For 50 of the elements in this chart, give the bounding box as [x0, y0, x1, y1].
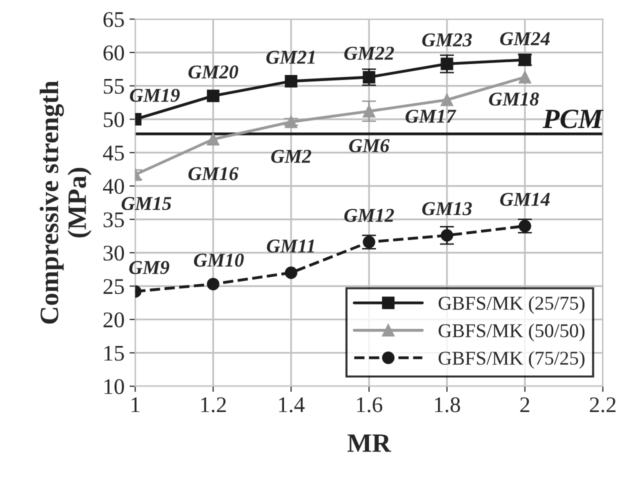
y-tick-label: 60	[104, 45, 124, 60]
y-tick-label: 25	[104, 279, 124, 294]
annotation: GM2	[271, 150, 312, 163]
point	[284, 266, 298, 280]
legend-label: GBFS/MK (75/25)	[438, 351, 584, 369]
annotation: GM9	[129, 261, 170, 274]
annotation: GM18	[489, 92, 539, 106]
annotation: GM11	[266, 240, 314, 253]
y-tick-label: 65	[104, 12, 124, 28]
x-axis-title: MR	[347, 434, 392, 452]
y-tick-label: 45	[103, 146, 124, 161]
x-tick-label: 1.6	[357, 397, 382, 412]
ref-line-label: PCM	[542, 110, 604, 128]
x-tick-label: 2.2	[590, 397, 616, 412]
x-tick-label: 1.2	[201, 397, 226, 412]
point	[206, 133, 220, 146]
point	[440, 94, 454, 106]
annotation: GM12	[344, 208, 394, 222]
x-tick-label: 1	[132, 397, 140, 412]
annotation: GM17	[406, 110, 456, 123]
annotation: GM6	[349, 139, 390, 152]
annotation: GM15	[122, 196, 172, 210]
y-tick-label: 20	[104, 312, 124, 328]
annotation: GM23	[422, 33, 472, 46]
x-tick-label: 1.4	[279, 397, 305, 412]
y-axis-title: Compressive strength (MPa)	[40, 80, 92, 324]
annotation: GM19	[130, 88, 180, 102]
point	[206, 278, 220, 290]
annotation: GM21	[266, 50, 315, 64]
annotation: GM22	[344, 46, 394, 60]
annotation: GM10	[194, 254, 244, 267]
y-tick-label: 30	[104, 246, 124, 261]
annotation: GM16	[188, 167, 239, 180]
point	[284, 74, 298, 88]
y-tick-label: 35	[104, 212, 124, 228]
legend-label: GBFS/MK (25/75)	[438, 296, 584, 314]
y-tick-label: 15	[104, 346, 124, 361]
y-tick-label: 40	[103, 178, 124, 194]
annotation: GM13	[422, 202, 472, 216]
x-tick-label: 2	[520, 397, 530, 412]
annotation: GM20	[188, 65, 238, 79]
point	[518, 70, 532, 84]
y-tick-label: 10	[104, 379, 124, 394]
y-tick-label: 55	[104, 79, 124, 94]
y-tick-label: 50	[104, 112, 124, 128]
annotation: GM24	[500, 32, 550, 46]
point	[206, 90, 220, 102]
annotation: GM14	[500, 192, 550, 206]
legend-label: GBFS/MK (50/50)	[438, 324, 584, 342]
x-tick-label: 1.8	[435, 397, 460, 412]
